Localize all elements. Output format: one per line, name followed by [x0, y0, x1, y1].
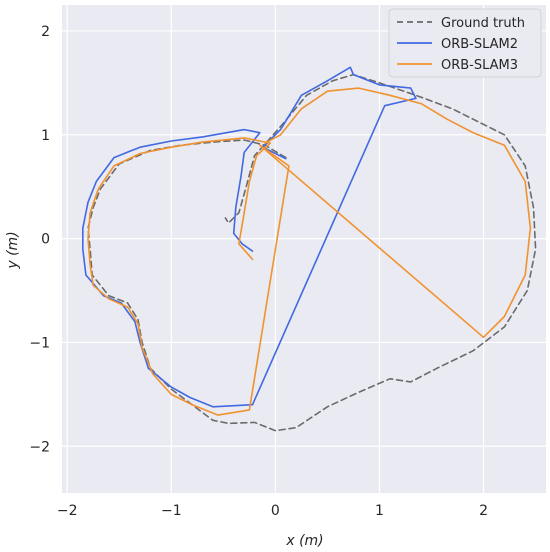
plot-background: [62, 5, 546, 493]
series-line-2: [82, 66, 417, 408]
x-tick-label: 0: [271, 503, 280, 519]
legend: Ground truth ORB-SLAM2 ORB-SLAM3: [388, 8, 542, 78]
x-tick-label: 2: [479, 503, 488, 519]
legend-label: ORB-SLAM3: [441, 58, 518, 73]
legend-label: ORB-SLAM2: [441, 37, 518, 52]
y-tick-label: 2: [41, 24, 50, 40]
series-layer: [82, 66, 537, 432]
y-tick-label: −2: [29, 439, 50, 455]
x-tick-label: 1: [375, 503, 384, 519]
tick-labels: −2 −1 0 1 2 −2 −1 0 1 2: [29, 24, 488, 519]
y-tick-label: 0: [41, 232, 50, 248]
y-axis-label: y (m): [5, 231, 21, 269]
y-tick-label: 1: [41, 128, 50, 144]
x-tick-label: −2: [57, 503, 78, 519]
legend-label: Ground truth: [441, 16, 525, 31]
x-tick-label: −1: [161, 503, 182, 519]
y-tick-label: −1: [29, 335, 50, 351]
x-axis-label: x (m): [285, 533, 323, 549]
series-line-3: [87, 87, 532, 416]
legend-box: [388, 8, 542, 78]
